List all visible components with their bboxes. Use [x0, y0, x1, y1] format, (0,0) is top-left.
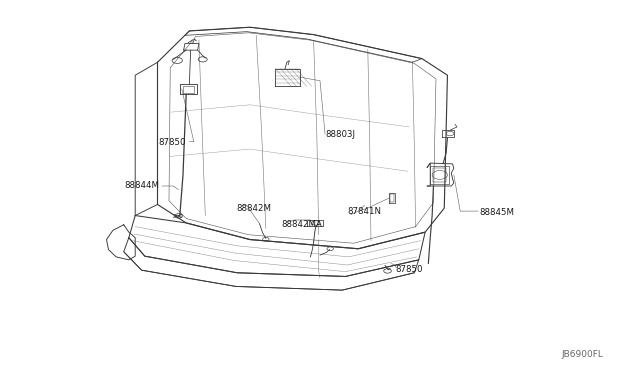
Text: 88845M: 88845M [479, 208, 515, 217]
Text: 87850: 87850 [159, 138, 186, 147]
Text: 88844M: 88844M [124, 182, 159, 190]
Text: 88803J: 88803J [325, 130, 355, 139]
Text: 87850: 87850 [395, 264, 422, 273]
Text: 88842MA: 88842MA [282, 220, 323, 229]
Text: JB6900FL: JB6900FL [562, 350, 604, 359]
Text: 87841N: 87841N [348, 207, 381, 217]
Text: 88842M: 88842M [236, 203, 271, 213]
